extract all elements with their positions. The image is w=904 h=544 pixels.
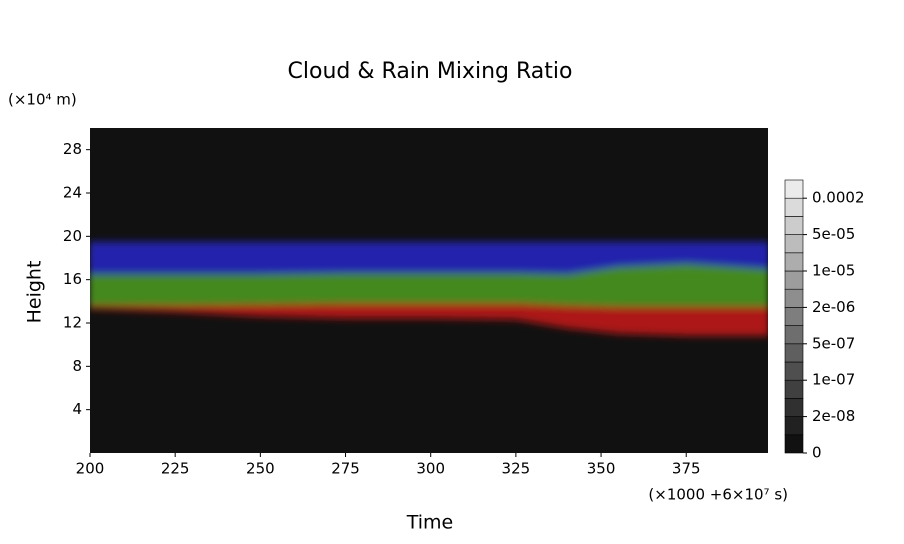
colorbar-band [784,216,804,235]
colorbar-band [784,325,804,345]
colorbar-band [784,288,804,308]
band [90,303,768,336]
colorbar-band [784,197,804,217]
colorbar-label: 5e-05 [812,225,855,243]
y-label: Height [24,261,46,324]
x-tick-label: 350 [587,460,616,478]
y-tick-label: 4 [72,400,82,418]
colorbar-band [784,270,804,290]
colorbar: 0 2e-08 1e-07 5e-07 2e-06 1e-05 5e-05 0.0002 [784,179,865,462]
y-tick-label: 16 [63,270,82,288]
colorbar-label: 5e-07 [812,334,855,352]
y-unit: (×10⁴ m) [8,91,77,109]
x-tick-label: 200 [76,460,105,478]
colorbar-band [784,361,804,381]
colorbar-label: 0 [812,444,822,462]
colorbar-label: 1e-07 [812,371,855,389]
y-tick-label: 8 [72,357,82,375]
colorbar-label: 0.0002 [812,189,865,207]
colorbar-band [784,416,804,436]
x-tick-label: 325 [502,460,531,478]
x-tick-label: 275 [331,460,360,478]
colorbar-band [784,379,804,399]
colorbar-band [784,252,804,272]
x-tick-label: 375 [672,460,701,478]
colorbar-band [784,343,804,363]
bands [90,241,768,336]
band [90,241,768,275]
x-tick-label: 300 [416,460,445,478]
colorbar-band [784,307,804,326]
band [90,263,768,307]
y-tick-label: 28 [63,140,82,158]
y-tick-label: 20 [63,227,82,245]
colorbar-band [784,234,804,254]
colorbar-label: 2e-08 [812,407,855,425]
x-unit: (×1000 +6×10⁷ s) [648,486,788,504]
colorbar-band [784,398,804,417]
y-tick-label: 24 [63,184,82,202]
x-tick-label: 225 [161,460,190,478]
y-tick-label: 12 [63,314,82,332]
x-tick-label: 250 [246,460,275,478]
colorbar-band [784,179,804,199]
chart-title: Cloud & Rain Mixing Ratio [288,59,573,84]
x-label: Time [406,512,454,534]
colorbar-label: 1e-05 [812,262,855,280]
colorbar-band [784,434,804,454]
colorbar-label: 2e-06 [812,298,855,316]
